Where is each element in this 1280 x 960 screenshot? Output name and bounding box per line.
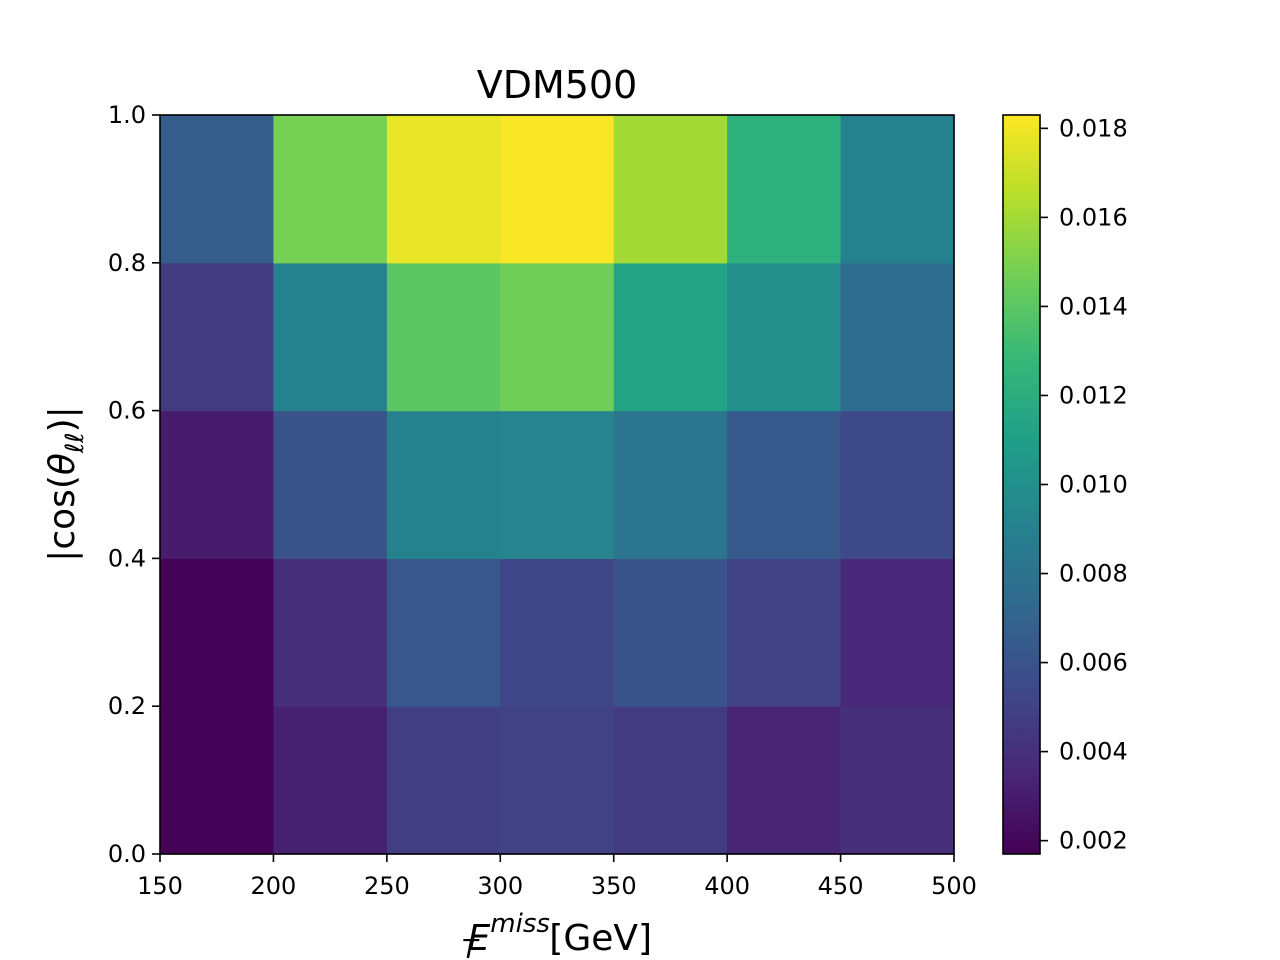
heatmap-cell (160, 558, 275, 707)
x-tick-label: 500 (931, 872, 977, 900)
heatmap-cell (160, 115, 275, 264)
y-tick-label: 0.0 (108, 840, 146, 868)
x-tick-label: 450 (818, 872, 864, 900)
x-tick-label: 250 (364, 872, 410, 900)
heatmap-cell (613, 706, 728, 855)
heatmap-cell (727, 706, 842, 855)
colorbar-tick-label: 0.018 (1059, 114, 1128, 142)
chart-title: VDM500 (477, 63, 638, 107)
colorbar-ticks: 0.002 0.004 0.006 0.008 0.010 0.012 0.014 0.016… (1040, 114, 1128, 855)
heatmap-cell (273, 115, 388, 264)
heatmap-cell (613, 558, 728, 707)
heatmap-cell (500, 706, 615, 855)
heatmap-cell (500, 262, 615, 412)
heatmap-cell (160, 262, 275, 412)
colorbar-tick-label: 0.008 (1059, 560, 1128, 588)
heatmap-cell (273, 706, 388, 855)
x-axis-ticks: 150 200 250 300 350 400 450 500 (137, 854, 977, 900)
colorbar-tick-label: 0.014 (1059, 292, 1128, 320)
heatmap-cell (613, 115, 728, 264)
heatmap-cell (500, 558, 615, 707)
x-tick-label: 350 (591, 872, 637, 900)
heatmap-cell (840, 410, 955, 559)
heatmap-cells (160, 115, 955, 855)
y-axis-ticks: 0.0 0.2 0.4 0.6 0.8 1.0 (108, 101, 160, 868)
heatmap-cell (386, 410, 501, 559)
colorbar-tick-label: 0.004 (1059, 738, 1128, 766)
colorbar-tick-label: 0.002 (1059, 827, 1128, 855)
y-tick-label: 0.2 (108, 692, 146, 720)
heatmap-cell (840, 262, 955, 412)
heatmap-cell (386, 558, 501, 707)
y-tick-label: 0.8 (108, 249, 146, 277)
heatmap-cell (273, 410, 388, 559)
heatmap-cell (727, 558, 842, 707)
y-tick-label: 0.6 (108, 397, 146, 425)
x-tick-label: 150 (137, 872, 183, 900)
colorbar-tick-label: 0.006 (1059, 649, 1128, 677)
colorbar-tick-label: 0.012 (1059, 381, 1128, 409)
heatmap-cell (613, 262, 728, 412)
heatmap-cell (386, 706, 501, 855)
y-axis-label: |cos(θℓℓ)| (42, 406, 89, 562)
colorbar-tick-label: 0.010 (1059, 471, 1128, 499)
heatmap-cell (273, 262, 388, 412)
x-axis-label: Emiss T [GeV] (462, 909, 652, 960)
plot-frame (159, 114, 955, 855)
y-tick-label: 1.0 (108, 101, 146, 129)
heatmap-cell (840, 706, 955, 855)
heatmap-cell (273, 558, 388, 707)
heatmap-cell (840, 115, 955, 264)
heatmap-cell (840, 558, 955, 707)
x-tick-label: 200 (251, 872, 297, 900)
heatmap-cell (727, 410, 842, 559)
heatmap-cell (613, 410, 728, 559)
heatmap-cell (386, 262, 501, 412)
heatmap-cell (500, 115, 615, 264)
y-tick-label: 0.4 (108, 544, 146, 572)
heatmap-cell (500, 410, 615, 559)
heatmap-cell (386, 115, 501, 264)
x-tick-label: 300 (477, 872, 523, 900)
heatmap-cell (160, 706, 275, 855)
heatmap-cell (160, 410, 275, 559)
colorbar-tick-label: 0.016 (1059, 203, 1128, 231)
heatmap-cell (727, 262, 842, 412)
heatmap-cell (727, 115, 842, 264)
x-tick-label: 400 (704, 872, 750, 900)
colorbar (1003, 115, 1040, 854)
